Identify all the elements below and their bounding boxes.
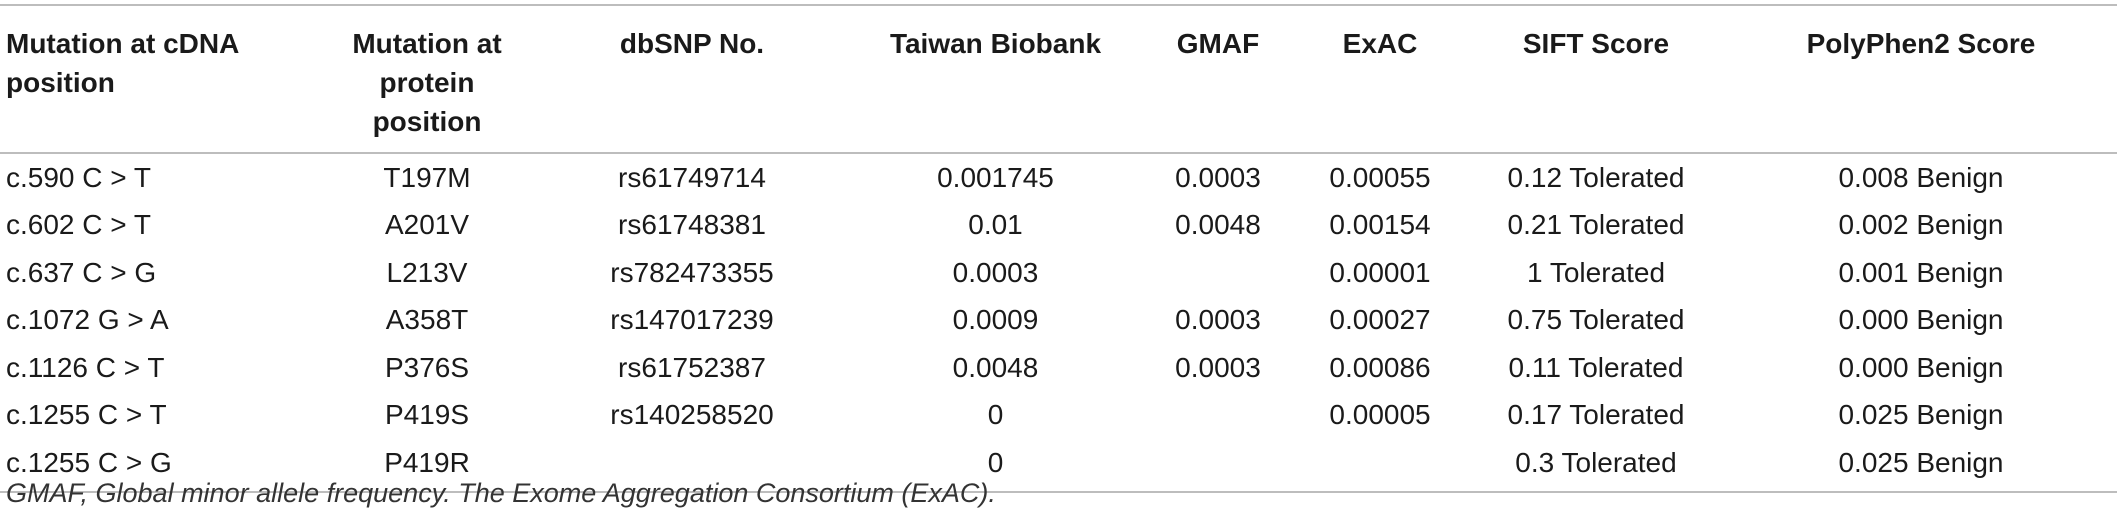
table-row: c.1126 C > T P376S rs61752387 0.0048 0.0003 0… bbox=[0, 344, 2117, 392]
cell-dbsnp: rs61749714 bbox=[618, 161, 766, 193]
cell-cdna: c.637 C > G bbox=[6, 256, 157, 288]
cell-exac: 0.00005 bbox=[1329, 399, 1431, 431]
table-row: c.602 C > T A201V rs61748381 0.01 0.0048 0.00… bbox=[0, 202, 2117, 250]
cell-sift: 0.17 Tolerated bbox=[1507, 399, 1685, 431]
cell-sift: 0.3 Tolerated bbox=[1515, 446, 1677, 478]
cell-gmaf bbox=[1143, 392, 1293, 440]
cell-taiwan-biobank: 0.0003 bbox=[952, 256, 1039, 288]
cell-sift: 0.75 Tolerated bbox=[1507, 304, 1685, 336]
cell-taiwan-biobank: 0 bbox=[987, 446, 1004, 478]
cell-protein: A201V bbox=[384, 209, 470, 241]
header-exac: ExAC bbox=[1342, 28, 1418, 59]
cell-gmaf: 0.0003 bbox=[1175, 304, 1261, 336]
cell-gmaf: 0.0003 bbox=[1175, 161, 1261, 193]
cell-exac: 0.00027 bbox=[1329, 304, 1431, 336]
cell-cdna: c.590 C > T bbox=[6, 161, 152, 193]
cell-polyphen2: 0.008 Benign bbox=[1838, 161, 2004, 193]
cell-protein: P419R bbox=[384, 446, 470, 478]
cell-exac: 0.00001 bbox=[1329, 256, 1431, 288]
cell-cdna: c.1072 G > A bbox=[6, 304, 169, 336]
cell-cdna: c.1255 C > G bbox=[6, 446, 172, 478]
cell-taiwan-biobank: 0 bbox=[987, 399, 1004, 431]
cell-sift: 0.21 Tolerated bbox=[1507, 209, 1685, 241]
cell-exac bbox=[1293, 439, 1467, 492]
cell-cdna: c.1255 C > T bbox=[6, 399, 167, 431]
mutation-table: Mutation at cDNA position Mutation at pr… bbox=[0, 4, 2117, 493]
cell-polyphen2: 0.025 Benign bbox=[1838, 399, 2004, 431]
cell-gmaf: 0.0003 bbox=[1175, 351, 1261, 383]
cell-sift: 0.11 Tolerated bbox=[1508, 351, 1684, 383]
cell-taiwan-biobank: 0.0009 bbox=[952, 304, 1039, 336]
cell-gmaf: 0.0048 bbox=[1175, 209, 1261, 241]
cell-protein: P376S bbox=[384, 351, 470, 383]
cell-cdna: c.1126 C > T bbox=[6, 351, 165, 383]
cell-dbsnp: rs782473355 bbox=[610, 256, 774, 288]
cell-dbsnp: rs61752387 bbox=[618, 351, 766, 383]
header-sift: SIFT Score bbox=[1522, 28, 1670, 59]
cell-taiwan-biobank: 0.01 bbox=[968, 209, 1023, 241]
cell-polyphen2: 0.002 Benign bbox=[1838, 209, 2004, 241]
cell-taiwan-biobank: 0.001745 bbox=[937, 161, 1054, 193]
header-taiwan-biobank: Taiwan Biobank bbox=[889, 28, 1102, 59]
cell-polyphen2: 0.000 Benign bbox=[1838, 304, 2004, 336]
table-footnote: GMAF, Global minor allele frequency. The… bbox=[6, 478, 996, 508]
cell-protein: A358T bbox=[385, 304, 469, 336]
cell-polyphen2: 0.025 Benign bbox=[1838, 446, 2004, 478]
table-row: c.637 C > G L213V rs782473355 0.0003 0.00001… bbox=[0, 249, 2117, 297]
cell-polyphen2: 0.000 Benign bbox=[1838, 351, 2004, 383]
cell-protein: L213V bbox=[386, 256, 468, 288]
table-row: c.1072 G > A A358T rs147017239 0.0009 0.0003… bbox=[0, 297, 2117, 345]
table-body: c.590 C > T T197M rs61749714 0.001745 0.0003… bbox=[0, 153, 2117, 492]
header-dbsnp: dbSNP No. bbox=[619, 28, 765, 59]
table-row: c.1255 C > G P419R 0 0.3 Tolerated 0.025 Ben… bbox=[0, 439, 2117, 492]
cell-gmaf bbox=[1143, 439, 1293, 492]
table-row: c.1255 C > T P419S rs140258520 0 0.00005 0.17… bbox=[0, 392, 2117, 440]
header-cdna: Mutation at cDNA position bbox=[6, 28, 239, 98]
header-gmaf: GMAF bbox=[1176, 28, 1260, 59]
cell-dbsnp: rs61748381 bbox=[618, 209, 766, 241]
cell-dbsnp: rs140258520 bbox=[610, 399, 774, 431]
cell-cdna: c.602 C > T bbox=[6, 209, 152, 241]
cell-sift: 1 Tolerated bbox=[1526, 256, 1666, 288]
header-row: Mutation at cDNA position Mutation at pr… bbox=[0, 5, 2117, 153]
cell-polyphen2: 0.001 Benign bbox=[1838, 256, 2004, 288]
cell-exac: 0.00086 bbox=[1329, 351, 1431, 383]
cell-taiwan-biobank: 0.0048 bbox=[952, 351, 1039, 383]
cell-protein: T197M bbox=[383, 161, 471, 193]
cell-sift: 0.12 Tolerated bbox=[1507, 161, 1685, 193]
table-row: c.590 C > T T197M rs61749714 0.001745 0.0003… bbox=[0, 153, 2117, 202]
cell-dbsnp: rs147017239 bbox=[610, 304, 774, 336]
cell-exac: 0.00154 bbox=[1329, 209, 1431, 241]
cell-gmaf bbox=[1143, 249, 1293, 297]
cell-protein: P419S bbox=[384, 399, 470, 431]
header-protein: Mutation at protein position bbox=[352, 28, 502, 137]
header-polyphen2: PolyPhen2 Score bbox=[1806, 28, 2036, 59]
cell-exac: 0.00055 bbox=[1329, 161, 1431, 193]
